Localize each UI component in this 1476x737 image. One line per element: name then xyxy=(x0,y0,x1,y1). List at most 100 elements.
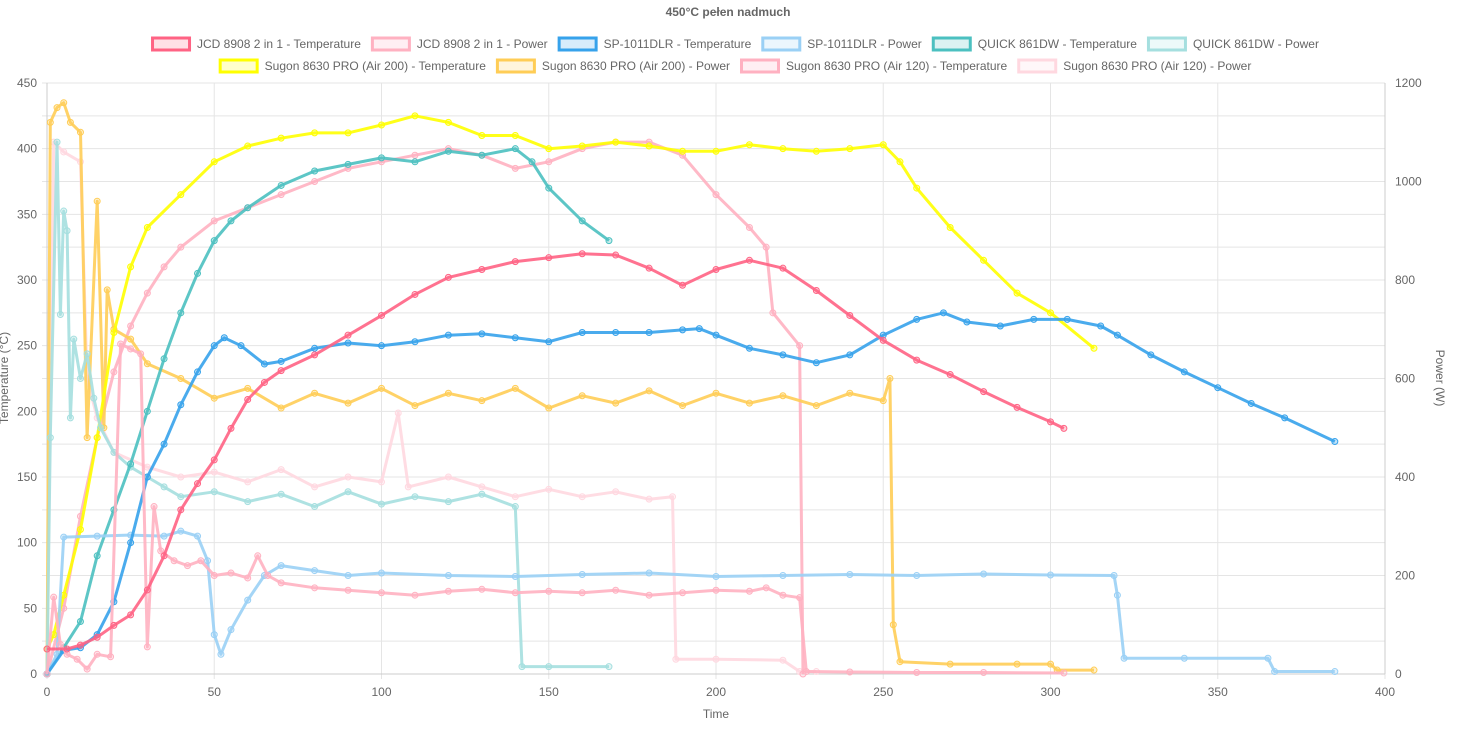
data-point xyxy=(1113,591,1121,599)
legend-swatch xyxy=(370,36,411,52)
legend-item[interactable]: SP-1011DLR - Power xyxy=(761,36,922,52)
legend-item[interactable]: Sugon 8630 PRO (Air 120) - Temperature xyxy=(740,58,1008,74)
data-point xyxy=(578,493,586,501)
data-point xyxy=(578,392,586,400)
data-point xyxy=(1063,315,1071,323)
data-point xyxy=(1331,668,1339,676)
data-point xyxy=(712,265,720,273)
data-point xyxy=(244,204,252,212)
y2-tick-label: 600 xyxy=(1395,372,1415,386)
data-point xyxy=(645,264,653,272)
legend-item[interactable]: Sugon 8630 PRO (Air 200) - Power xyxy=(495,58,730,74)
data-point xyxy=(846,389,854,397)
data-point xyxy=(76,526,84,534)
data-point xyxy=(83,434,91,442)
x-tick-label: 0 xyxy=(44,685,51,699)
data-point xyxy=(56,640,64,648)
data-point xyxy=(378,311,385,319)
data-point xyxy=(160,440,168,448)
data-point xyxy=(93,434,101,442)
data-point xyxy=(913,356,921,364)
data-point xyxy=(1013,660,1021,668)
data-point xyxy=(511,384,519,392)
data-point xyxy=(545,338,553,346)
data-point xyxy=(1214,384,1222,392)
data-point xyxy=(411,158,419,166)
data-point xyxy=(43,645,51,653)
data-point xyxy=(511,164,519,172)
series-quick-861dw-power xyxy=(43,138,613,678)
data-point xyxy=(378,342,385,350)
legend-item[interactable]: QUICK 861DW - Power xyxy=(1146,36,1319,52)
y-tick-label: 0 xyxy=(30,667,37,681)
y2-tick-label: 200 xyxy=(1395,569,1415,583)
data-point xyxy=(545,254,553,262)
data-point xyxy=(76,617,84,625)
legend-item[interactable]: JCD 8908 2 in 1 - Temperature xyxy=(151,36,362,52)
data-point xyxy=(812,147,820,155)
x-tick-label: 400 xyxy=(1375,685,1395,699)
data-point xyxy=(60,148,68,156)
data-point xyxy=(157,547,165,555)
data-point xyxy=(846,351,854,359)
data-point xyxy=(679,589,687,597)
data-point xyxy=(93,197,101,205)
legend-item[interactable]: Sugon 8630 PRO (Air 120) - Power xyxy=(1017,58,1252,74)
data-point xyxy=(1271,668,1279,676)
data-point xyxy=(518,663,526,671)
data-point xyxy=(779,145,787,153)
legend-swatch xyxy=(495,58,536,74)
data-point xyxy=(1110,572,1118,579)
data-point xyxy=(46,434,54,442)
data-point xyxy=(244,596,252,604)
data-point xyxy=(143,407,151,415)
series-line xyxy=(47,252,1065,651)
data-point xyxy=(679,281,687,289)
data-point xyxy=(43,670,51,678)
data-point xyxy=(311,178,319,185)
data-point xyxy=(605,237,613,245)
data-point xyxy=(478,483,486,491)
data-point xyxy=(946,223,954,231)
data-point xyxy=(244,142,252,150)
data-point xyxy=(93,633,101,641)
data-point xyxy=(177,493,185,501)
data-point xyxy=(913,572,921,579)
data-point xyxy=(528,158,536,166)
data-point xyxy=(444,147,452,155)
x-tick-label: 100 xyxy=(371,685,391,699)
legend-label: Sugon 8630 PRO (Air 200) - Power xyxy=(542,59,730,73)
data-point xyxy=(46,118,54,126)
data-point xyxy=(511,145,519,153)
data-point xyxy=(378,121,385,129)
data-point xyxy=(277,579,285,587)
data-point xyxy=(1047,309,1054,317)
data-point xyxy=(478,132,486,140)
data-point xyxy=(612,586,620,594)
data-point xyxy=(802,668,810,676)
legend-swatch xyxy=(218,58,259,74)
data-point xyxy=(143,223,151,231)
data-point xyxy=(210,468,218,476)
data-point xyxy=(980,570,988,578)
data-point xyxy=(311,344,319,352)
data-point xyxy=(645,591,653,599)
legend-label: SP-1011DLR - Power xyxy=(807,37,922,51)
data-point xyxy=(796,342,804,350)
data-point xyxy=(672,655,680,663)
legend-swatch xyxy=(931,36,972,52)
data-point xyxy=(83,665,91,673)
legend-item[interactable]: SP-1011DLR - Temperature xyxy=(557,36,752,52)
y-tick-label: 200 xyxy=(17,404,37,418)
data-point xyxy=(277,404,285,412)
y2-tick-label: 1200 xyxy=(1395,76,1422,90)
data-point xyxy=(679,402,687,410)
legend-item[interactable]: QUICK 861DW - Temperature xyxy=(931,36,1137,52)
data-point xyxy=(796,594,804,602)
y-tick-label: 250 xyxy=(17,339,37,353)
data-point xyxy=(846,571,854,579)
legend-item[interactable]: JCD 8908 2 in 1 - Power xyxy=(370,36,548,52)
legend-item[interactable]: Sugon 8630 PRO (Air 200) - Temperature xyxy=(218,58,486,74)
data-point xyxy=(311,584,319,592)
